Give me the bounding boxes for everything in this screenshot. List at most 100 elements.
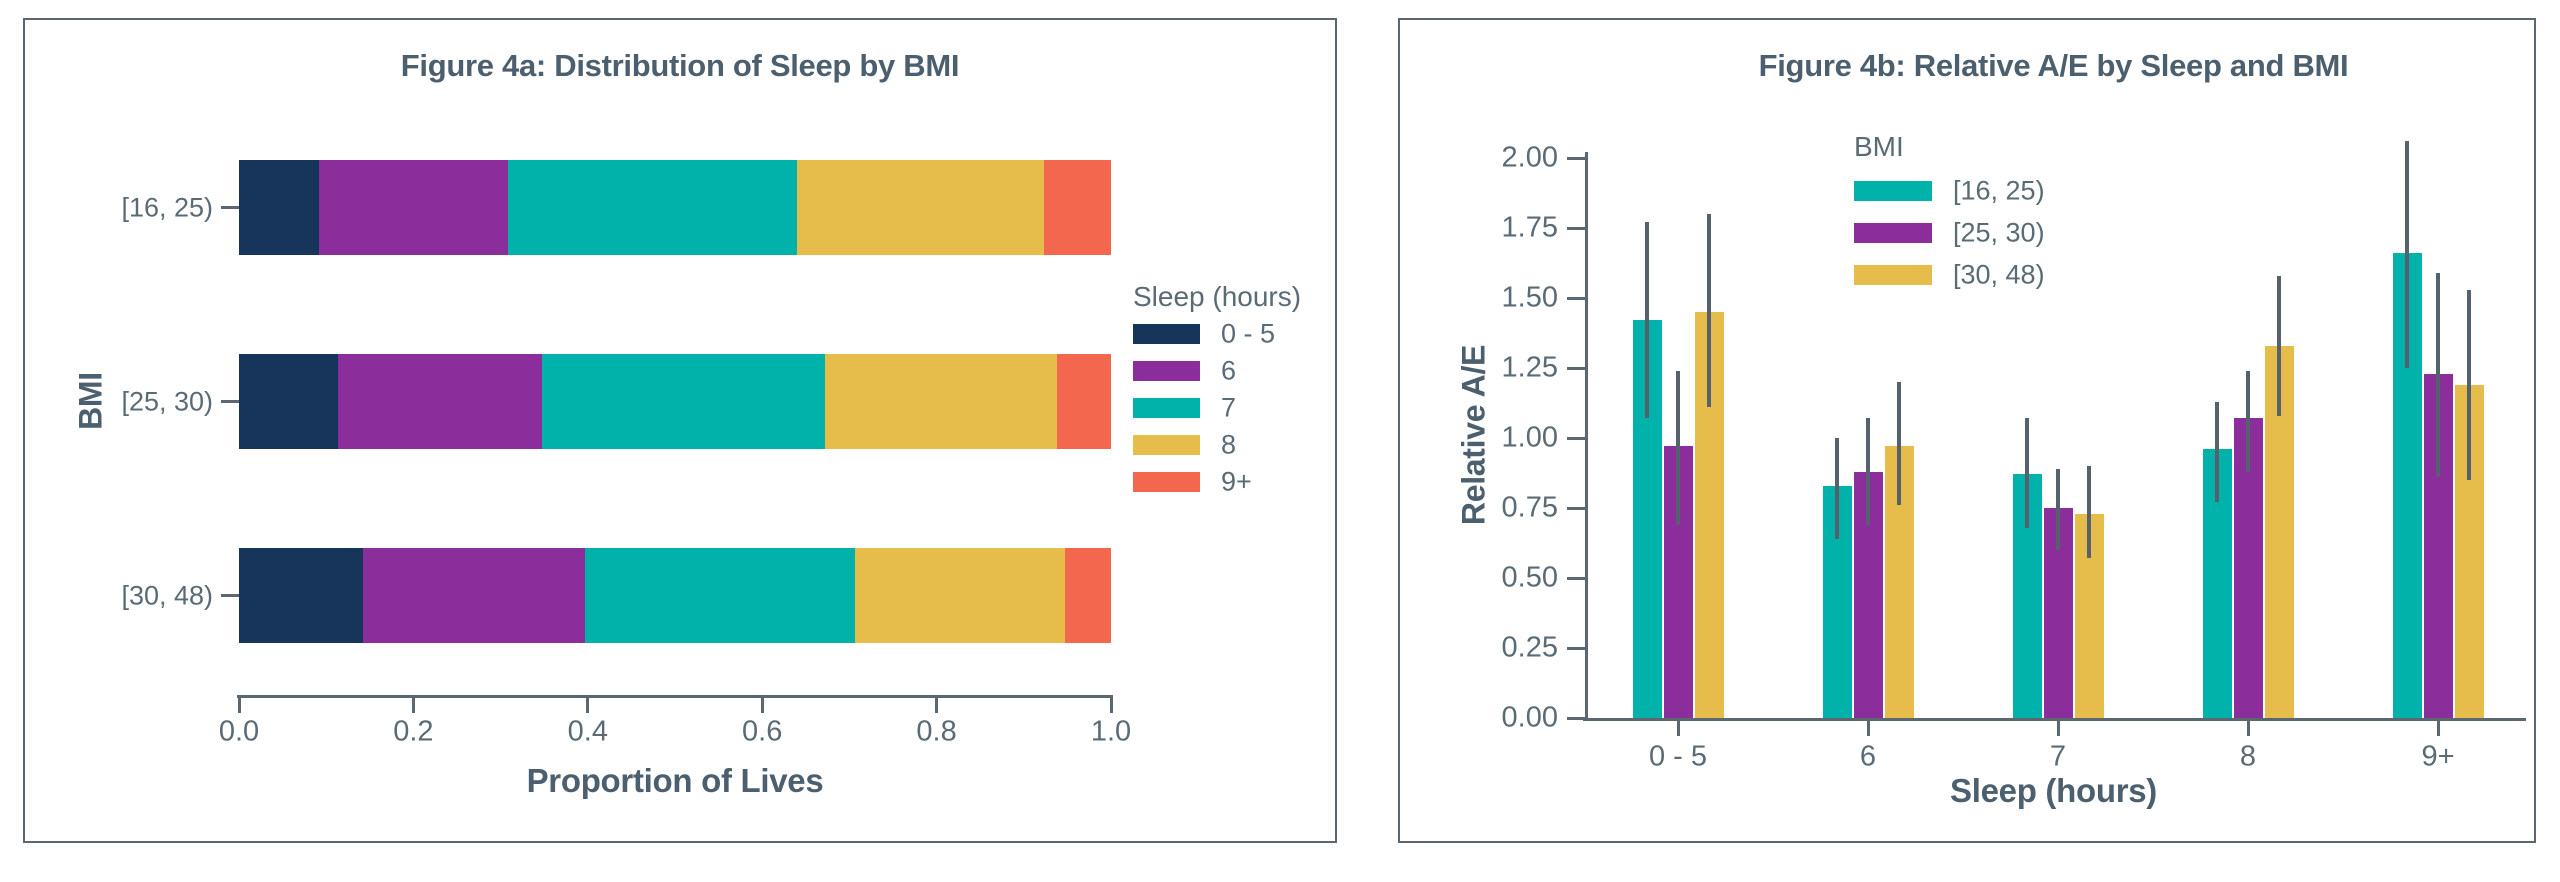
y-axis-line [1585, 152, 1588, 721]
legend-item-label: 9+ [1221, 466, 1252, 497]
x-tick-label: 8 [2239, 740, 2257, 773]
y-tick [1567, 226, 1585, 230]
bar-segment-gold [797, 160, 1044, 255]
y-tick [1567, 506, 1585, 510]
figure-4b-legend-title: BMI [1854, 131, 1904, 162]
bar-segment-purple [319, 160, 509, 255]
legend-swatch-teal [1854, 181, 1932, 201]
bar-segment-purple [338, 354, 543, 449]
x-tick [1866, 718, 1870, 736]
error-bar [2087, 466, 2091, 559]
legend-item-label: [16, 25) [1953, 175, 2045, 206]
legend-item-label: 0 - 5 [1221, 318, 1276, 349]
x-tick [760, 695, 764, 713]
figure-4b-title: Figure 4b: Relative A/E by Sleep and BMI [1758, 48, 2349, 83]
error-bar [2277, 275, 2281, 416]
x-tick [411, 695, 415, 713]
figure-4b-x-axis-label: Sleep (hours) [1950, 772, 2157, 809]
x-tick [1109, 695, 1113, 713]
legend-swatch-navy [1133, 324, 1200, 344]
x-tick [586, 695, 590, 713]
y-tick-label: 1.00 [1501, 421, 1558, 454]
bar-segment-gold [824, 354, 1057, 449]
legend-swatch-orange [1133, 472, 1200, 492]
y-tick-label: 0.75 [1501, 491, 1558, 524]
legend-item-label: [25, 30) [1953, 217, 2045, 248]
legend-item-label: 7 [1221, 392, 1237, 423]
x-tick [935, 695, 939, 713]
bar-segment-orange [1043, 160, 1111, 255]
figure-4b-card: Figure 4b: Relative A/E by Sleep and BMI… [1398, 18, 2536, 843]
x-tick-label: 6 [1859, 740, 1877, 773]
figure-4a-card: Figure 4a: Distribution of Sleep by BMI … [23, 18, 1337, 843]
figure-4a-y-axis-label: BMI [72, 372, 109, 430]
legend-swatch-teal [1133, 398, 1200, 418]
y-tick [221, 594, 239, 597]
y-tick [221, 206, 239, 209]
legend-swatch-purple [1133, 361, 1200, 381]
figure-4b-y-axis-label: Relative A/E [1455, 344, 1492, 526]
y-tick-label: 1.50 [1501, 281, 1558, 314]
y-tick [1567, 366, 1585, 370]
y-tick-label: 0.00 [1501, 701, 1558, 734]
bar-segment-teal [585, 548, 855, 643]
figure-4a-x-axis-label: Proportion of Lives [526, 762, 824, 799]
legend-item-label: 8 [1221, 429, 1237, 460]
error-bar [2056, 468, 2060, 550]
y-tick [1567, 436, 1585, 440]
y-tick [1567, 296, 1585, 300]
error-bar [1866, 418, 1870, 525]
y-tick-label: 0.25 [1501, 631, 1558, 664]
category-label: [16, 25) [121, 192, 213, 222]
x-tick-label: 0.8 [916, 715, 957, 748]
legend-swatch-purple [1854, 223, 1932, 243]
error-bar [2467, 289, 2471, 480]
bar-segment-teal [508, 160, 798, 255]
y-tick-label: 2.00 [1501, 141, 1558, 174]
bar-segment-navy [239, 160, 320, 255]
category-label: [30, 48) [121, 580, 213, 610]
y-tick-label: 1.25 [1501, 351, 1558, 384]
bar-segment-purple [362, 548, 586, 643]
error-bar [2405, 141, 2409, 368]
bar-segment-navy [239, 548, 363, 643]
error-bar [1707, 214, 1711, 408]
x-tick-label: 1.0 [1090, 715, 1132, 748]
x-tick [237, 695, 241, 713]
x-tick-label: 7 [2049, 740, 2067, 773]
error-bar [2025, 418, 2029, 528]
x-tick [2056, 718, 2060, 736]
bar-segment-orange [1064, 548, 1111, 643]
x-axis-line [1583, 718, 2526, 721]
legend-swatch-gold [1133, 435, 1200, 455]
legend-swatch-gold [1854, 265, 1932, 285]
x-tick-label: 9+ [2421, 740, 2455, 773]
x-tick [2246, 718, 2250, 736]
y-tick-label: 0.50 [1501, 561, 1558, 594]
error-bar [2436, 272, 2440, 478]
bar-segment-teal [542, 354, 825, 449]
error-bar [1897, 382, 1901, 506]
category-label: [25, 30) [121, 386, 213, 416]
y-tick [1567, 156, 1585, 160]
legend-item-label: [30, 48) [1953, 259, 2045, 290]
bar-segment-navy [239, 354, 339, 449]
legend-item-label: 6 [1221, 355, 1237, 386]
error-bar [1835, 438, 1839, 539]
x-tick-label: 0.0 [218, 715, 260, 748]
bar-segment-gold [854, 548, 1065, 643]
error-bar [1676, 370, 1680, 525]
x-axis-line [237, 695, 1113, 698]
y-tick [1567, 646, 1585, 650]
x-tick-label: 0.4 [567, 715, 608, 748]
figure-4a-title: Figure 4a: Distribution of Sleep by BMI [400, 48, 960, 83]
x-tick [2436, 718, 2440, 736]
error-bar [2215, 401, 2219, 503]
x-tick [1676, 718, 1680, 736]
y-tick [1567, 576, 1585, 580]
y-tick-label: 1.75 [1501, 211, 1558, 244]
y-tick [1567, 716, 1585, 720]
figure-4a-legend-title: Sleep (hours) [1133, 281, 1302, 312]
x-tick-label: 0.2 [393, 715, 434, 748]
x-tick-label: 0.6 [742, 715, 783, 748]
